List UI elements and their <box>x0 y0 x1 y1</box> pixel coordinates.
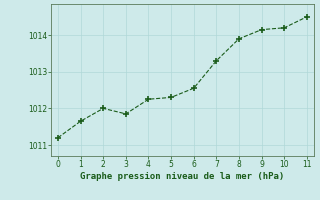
X-axis label: Graphe pression niveau de la mer (hPa): Graphe pression niveau de la mer (hPa) <box>80 172 284 181</box>
